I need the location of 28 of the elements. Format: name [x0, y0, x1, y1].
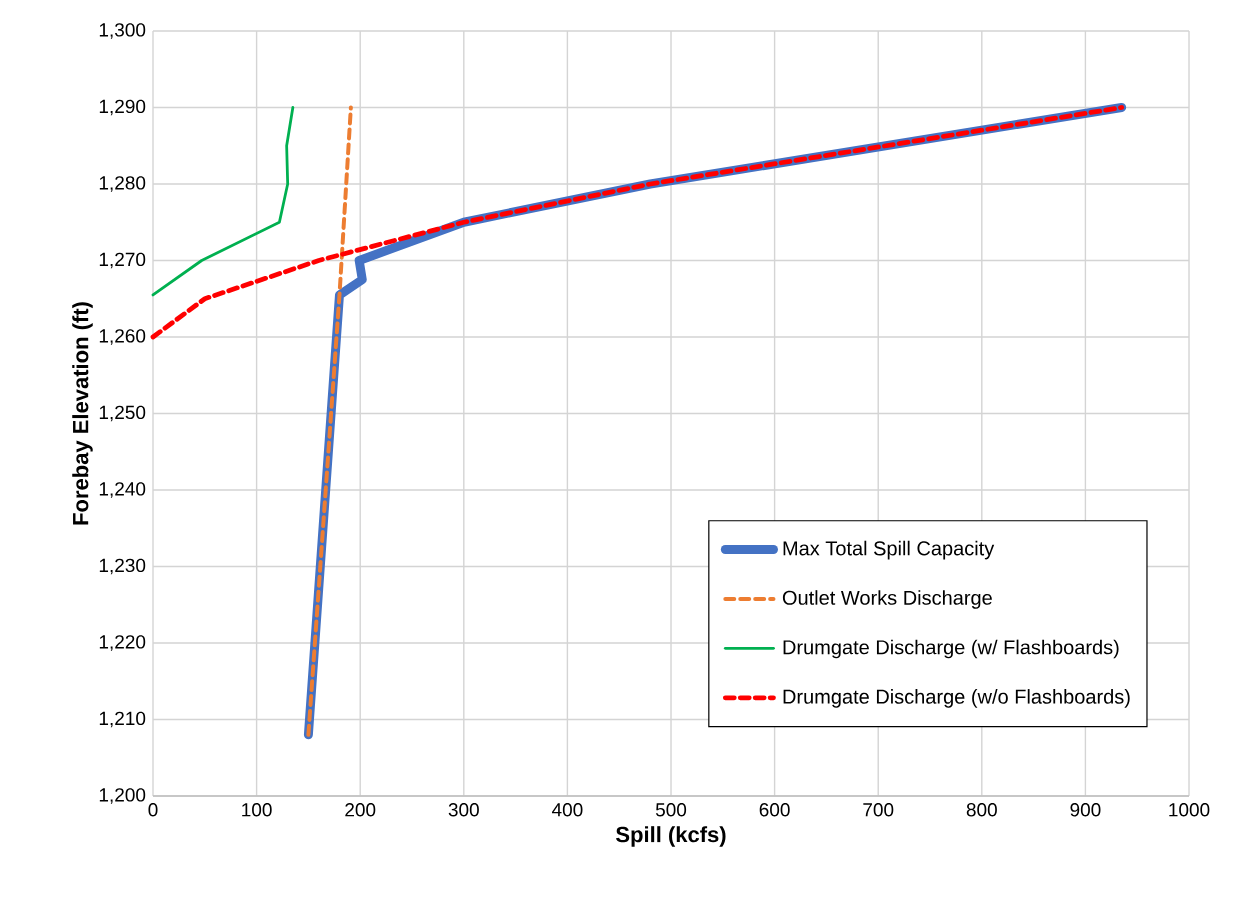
x-tick-label: 700: [863, 803, 894, 817]
x-tick-label: 900: [1070, 803, 1101, 817]
x-tick-label: 500: [655, 803, 687, 817]
y-tick-label: 1,260: [99, 329, 146, 345]
legend-label: Max Total Spill Capacity: [783, 540, 995, 560]
y-tick-label: 1,240: [99, 482, 146, 498]
x-tick-label: 600: [759, 803, 790, 817]
y-tick-label: 1,220: [99, 635, 146, 651]
y-axis-title: Forebay Elevation (ft): [72, 302, 93, 525]
y-tick-label: 1,270: [99, 252, 146, 269]
x-axis-title: Spill (kcfs): [616, 826, 726, 847]
x-tick-label: 300: [448, 803, 479, 817]
x-tick-label: 400: [551, 803, 583, 817]
x-tick-label: 1000: [1169, 803, 1210, 817]
legend-label: Outlet Works Discharge: [782, 590, 992, 609]
legend-label: Drumgate Discharge (w/o Flashboards): [783, 689, 1130, 708]
legend-label: Drumgate Discharge (w/ Flashboards): [783, 639, 1119, 659]
x-tick-label: 100: [242, 803, 272, 817]
y-tick-label: 1,200: [99, 788, 146, 804]
x-tick-label: 200: [345, 803, 376, 817]
y-tick-label: 1,210: [99, 711, 146, 728]
y-tick-label: 1,290: [99, 99, 146, 116]
x-tick-label: 0: [148, 803, 158, 817]
y-tick-label: 1,250: [99, 405, 146, 422]
y-tick-label: 1,230: [99, 558, 146, 575]
x-tick-label: 800: [966, 803, 997, 817]
y-tick-label: 1,280: [99, 176, 146, 192]
y-tick-label: 1,300: [99, 23, 146, 39]
